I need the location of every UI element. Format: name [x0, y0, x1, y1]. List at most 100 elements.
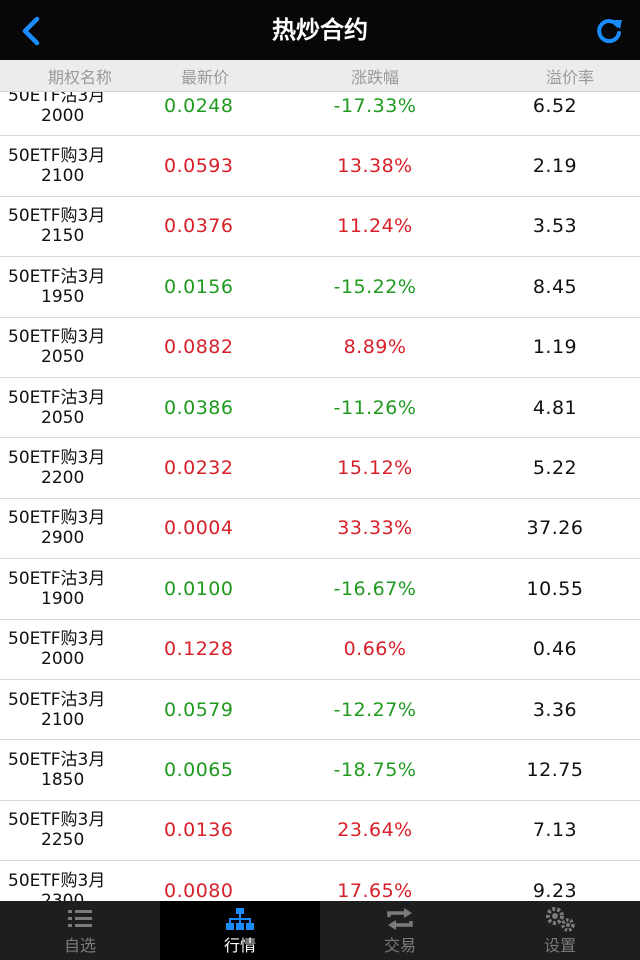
table-row[interactable]: 50ETF沽3月 1900 0.0100 -16.67% 10.55: [0, 559, 640, 620]
option-strike: 2000: [41, 649, 85, 670]
change-percent: -18.75%: [333, 758, 417, 781]
table-row[interactable]: 50ETF沽3月 1850 0.0065 -18.75% 12.75: [0, 740, 640, 801]
latest-price: 0.0386: [164, 396, 234, 419]
tab-watchlist-label: 自选: [63, 935, 96, 955]
contract-list-content: 50ETF沽3月 2000 0.0248 -17.33% 6.52 50ETF购3月 210…: [0, 92, 640, 901]
option-name-line1: 50ETF沽3月: [8, 749, 106, 770]
table-row[interactable]: 50ETF沽3月 2050 0.0386 -11.26% 4.81: [0, 377, 640, 439]
tab-watchlist[interactable]: 自选: [0, 901, 160, 960]
change-percent: -15.22%: [333, 275, 417, 298]
latest-price: 0.0100: [164, 577, 234, 600]
option-strike: 2300: [41, 890, 85, 901]
back-button[interactable]: [14, 14, 48, 48]
premium-rate: 5.22: [532, 457, 578, 480]
option-name-line1: 50ETF购3月: [8, 870, 106, 891]
option-name-line1: 50ETF购3月: [8, 327, 106, 348]
table-row[interactable]: 50ETF购3月 2050 0.0882 8.89% 1.19: [0, 317, 640, 378]
option-strike: 2200: [41, 468, 85, 489]
gears-icon: [546, 906, 575, 932]
swap-arrows-icon: [387, 907, 413, 930]
premium-rate: 10.55: [526, 577, 584, 600]
option-name-line1: 50ETF购3月: [8, 206, 106, 227]
option-name: 50ETF购3月 2050: [0, 327, 130, 367]
premium-rate: 4.81: [532, 396, 578, 419]
tab-market[interactable]: 行情: [160, 901, 320, 960]
premium-rate: 3.36: [532, 698, 578, 721]
option-name-line1: 50ETF沽3月: [8, 387, 106, 408]
column-header-change[interactable]: 涨跌幅: [350, 67, 399, 87]
option-name-line1: 50ETF沽3月: [8, 266, 106, 287]
option-name-line1: 50ETF购3月: [8, 508, 106, 529]
change-percent: -11.26%: [333, 396, 417, 419]
option-strike: 2100: [41, 709, 85, 730]
change-percent: 11.24%: [337, 215, 413, 238]
option-strike: 2000: [41, 105, 85, 126]
latest-price: 0.0004: [164, 517, 234, 540]
tab-settings[interactable]: 设置: [480, 901, 640, 960]
change-percent: 17.65%: [337, 879, 413, 901]
table-row[interactable]: 50ETF购3月 2900 0.0004 33.33% 37.26: [0, 498, 640, 560]
hierarchy-icon: [226, 907, 254, 930]
tab-settings-label: 设置: [543, 935, 576, 955]
option-strike: 1900: [41, 588, 85, 609]
premium-rate: 8.45: [532, 275, 578, 298]
table-row[interactable]: 50ETF购3月 2250 0.0136 23.64% 7.13: [0, 800, 640, 862]
option-name: 50ETF沽3月 2100: [0, 690, 130, 730]
latest-price: 0.1228: [164, 638, 234, 661]
chevron-left-icon: [22, 16, 40, 46]
option-strike: 1850: [41, 769, 85, 790]
option-name: 50ETF沽3月 2000: [0, 92, 130, 126]
table-row[interactable]: 50ETF沽3月 2100 0.0579 -12.27% 3.36: [0, 679, 640, 741]
change-percent: -17.33%: [333, 94, 417, 117]
list-icon: [68, 909, 92, 927]
option-strike: 2900: [41, 528, 85, 549]
table-row[interactable]: 50ETF购3月 2100 0.0593 13.38% 2.19: [0, 136, 640, 197]
navigation-bar: 热炒合约: [0, 0, 640, 60]
option-strike: 2100: [41, 166, 85, 187]
option-name: 50ETF购3月 2150: [0, 206, 130, 246]
tab-bar: 自选 行情: [0, 901, 640, 960]
table-row[interactable]: 50ETF购3月 2200 0.0232 15.12% 5.22: [0, 438, 640, 499]
tab-trade[interactable]: 交易: [320, 901, 480, 960]
latest-price: 0.0248: [164, 94, 234, 117]
option-strike: 2250: [41, 830, 85, 851]
option-name: 50ETF购3月 2250: [0, 810, 130, 850]
tab-market-label: 行情: [223, 935, 256, 955]
change-percent: -12.27%: [333, 698, 417, 721]
table-row[interactable]: 50ETF沽3月 1950 0.0156 -15.22% 8.45: [0, 257, 640, 318]
latest-price: 0.0065: [164, 758, 234, 781]
column-header-premium[interactable]: 溢价率: [545, 67, 594, 87]
change-percent: 8.89%: [343, 336, 407, 359]
latest-price: 0.0136: [164, 819, 234, 842]
change-percent: 15.12%: [337, 457, 413, 480]
option-name: 50ETF沽3月 1850: [0, 750, 130, 790]
table-row[interactable]: 50ETF购3月 2150 0.0376 11.24% 3.53: [0, 196, 640, 258]
premium-rate: 1.19: [532, 336, 578, 359]
contract-list[interactable]: 50ETF沽3月 2000 0.0248 -17.33% 6.52 50ETF购3月 210…: [0, 92, 640, 901]
column-header-price[interactable]: 最新价: [180, 67, 229, 87]
option-name: 50ETF沽3月 2050: [0, 388, 130, 428]
column-header-name[interactable]: 期权名称: [47, 67, 112, 87]
option-name-line1: 50ETF沽3月: [8, 92, 106, 106]
tab-trade-label: 交易: [383, 935, 416, 955]
option-name-line1: 50ETF购3月: [8, 448, 106, 469]
latest-price: 0.0080: [164, 879, 234, 901]
table-row[interactable]: 50ETF购3月 2000 0.1228 0.66% 0.46: [0, 619, 640, 680]
refresh-icon: [597, 19, 622, 44]
change-percent: 13.38%: [337, 155, 413, 178]
premium-rate: 6.52: [532, 94, 578, 117]
table-row[interactable]: 50ETF购3月 2300 0.0080 17.65% 9.23: [0, 861, 640, 901]
option-name-line1: 50ETF购3月: [8, 629, 106, 650]
page-title: 热炒合约: [272, 16, 368, 44]
latest-price: 0.0579: [164, 698, 234, 721]
latest-price: 0.0232: [164, 457, 234, 480]
option-name: 50ETF购3月 2900: [0, 508, 130, 548]
option-name-line1: 50ETF沽3月: [8, 689, 106, 710]
refresh-button[interactable]: [592, 14, 626, 48]
option-name: 50ETF购3月 2000: [0, 629, 130, 669]
change-percent: 23.64%: [337, 819, 413, 842]
option-name: 50ETF沽3月 1950: [0, 267, 130, 307]
change-percent: 0.66%: [343, 638, 407, 661]
table-row[interactable]: 50ETF沽3月 2000 0.0248 -17.33% 6.52: [0, 92, 640, 137]
option-name: 50ETF购3月 2200: [0, 448, 130, 488]
